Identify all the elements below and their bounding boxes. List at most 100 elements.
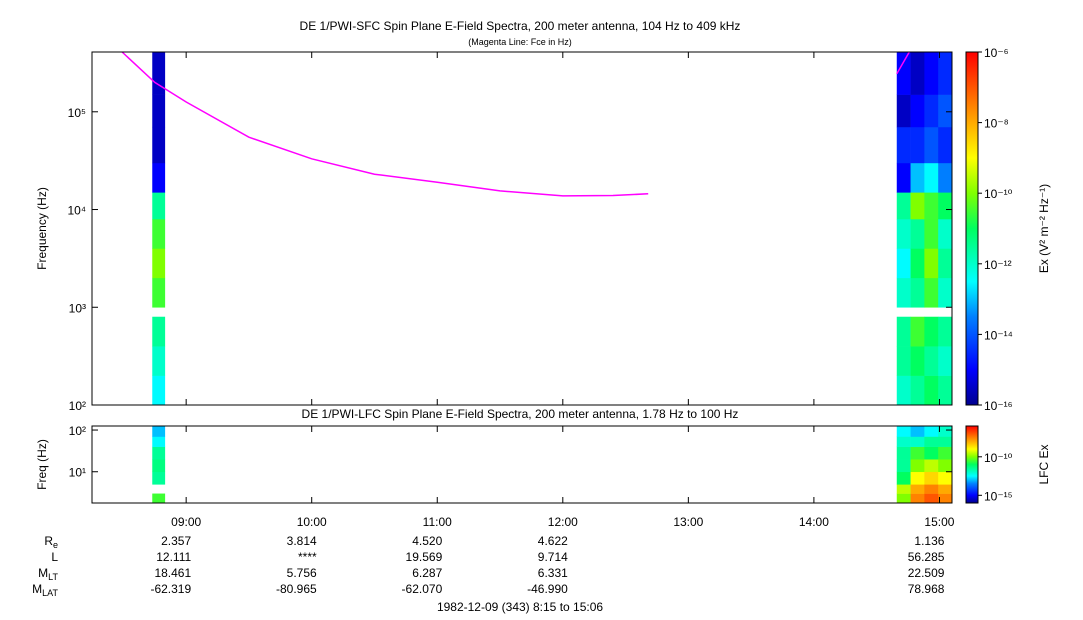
spectrogram-cell [896, 94, 911, 128]
spectrogram-cell [910, 218, 925, 249]
colorbar-tick-label: 10⁻¹⁶ [984, 399, 1013, 413]
spectrogram-cell [938, 248, 953, 279]
spectrogram-cell [896, 52, 911, 95]
spectrogram-cell [910, 346, 925, 376]
colorbar-tick-label: 10⁻⁶ [984, 46, 1009, 60]
spectrogram-cell [938, 162, 953, 193]
y-tick-label: 10⁴ [67, 204, 86, 218]
ephemeris-value: 3.814 [287, 534, 317, 548]
ephemeris-value: -80.965 [276, 582, 317, 596]
spectrogram-cell [152, 316, 166, 347]
ephemeris-value: 19.569 [406, 550, 443, 564]
spectrogram-cell [924, 192, 939, 220]
colorbar-tick-label: 10⁻¹⁰ [984, 451, 1013, 465]
spectrogram-cell [924, 459, 939, 473]
spectrogram-cell [152, 126, 166, 164]
colorbar [965, 425, 979, 504]
spectrogram-cell [924, 52, 939, 95]
spectrogram-cell [910, 493, 925, 504]
colorbar-tick-label: 10⁻¹⁴ [984, 328, 1013, 342]
spectrogram-cell [152, 277, 166, 308]
spectrogram-cell [896, 375, 911, 406]
spectrogram-cell [938, 471, 953, 485]
x-tick-label: 10:00 [297, 515, 327, 529]
spectrogram-cell [910, 94, 925, 128]
row-label-sub: LT [48, 572, 58, 582]
spectrogram-cell [152, 162, 166, 193]
spectrogram-cell [152, 94, 166, 128]
spectrogram-cell [152, 426, 166, 437]
row-label-text: R [44, 534, 53, 548]
spectrogram-cell [896, 162, 911, 193]
ephemeris-value: 22.509 [908, 566, 945, 580]
spectrogram-cell [152, 436, 166, 447]
x-tick-label: 11:00 [423, 515, 452, 529]
row-label: L [51, 550, 58, 564]
row-label-sub: LAT [42, 588, 58, 598]
ephemeris-value: 9.714 [538, 550, 568, 564]
spectrogram-cell [152, 375, 166, 406]
footer: 1982-12-09 (343) 8:15 to 15:06 [437, 600, 603, 614]
spectrogram-cell [896, 248, 911, 279]
spectrogram-cell [910, 248, 925, 279]
spectrogram-cell [924, 316, 939, 347]
ephemeris-value: 12.111 [156, 550, 191, 564]
spectrogram-cell [152, 218, 166, 249]
y-tick-label: 10² [69, 399, 86, 413]
y-tick-label: 10¹ [69, 466, 86, 480]
spectrogram-cell [924, 218, 939, 249]
colorbar-tick-label: 10⁻⁸ [984, 117, 1009, 131]
spectrogram-cell [924, 126, 939, 164]
row-label-text: M [32, 582, 42, 596]
spectrogram-cell [924, 375, 939, 406]
ephemeris-value: 1.136 [914, 534, 944, 548]
chart-title: DE 1/PWI-LFC Spin Plane E-Field Spectra,… [302, 407, 739, 421]
spectrogram-cell [938, 218, 953, 249]
spectrogram-cell [896, 471, 911, 485]
ephemeris-value: 56.285 [908, 550, 945, 564]
y-tick-label: 10³ [69, 301, 86, 315]
spectrogram-cell [924, 446, 939, 460]
row-label: MLT [38, 566, 58, 582]
chart-subtitle: (Magenta Line: Fce in Hz) [468, 37, 572, 47]
spectrogram-cell [938, 493, 953, 504]
ephemeris-value: 4.520 [412, 534, 442, 548]
spectrogram-cell [152, 493, 166, 504]
spectrogram-cell [896, 484, 911, 494]
spectrogram-cell [896, 218, 911, 249]
spectrogram-cell [938, 316, 953, 347]
row-label-text: L [51, 550, 58, 564]
spectrogram-cell [938, 436, 953, 447]
spectrogram-cell [938, 484, 953, 494]
row-label-text: M [38, 566, 48, 580]
spectrogram-cell [910, 192, 925, 220]
spectrogram-cell [896, 346, 911, 376]
spectrogram-cell [152, 346, 166, 376]
y-tick-label: 10⁵ [68, 106, 86, 120]
spectrogram-cell [152, 446, 166, 460]
colorbar [965, 51, 979, 406]
spectrogram-cell [896, 192, 911, 220]
spectrogram-cell [924, 426, 939, 437]
ephemeris-value: 4.622 [538, 534, 568, 548]
row-label: MLAT [32, 582, 58, 598]
spectrogram-cell [924, 471, 939, 485]
colorbar-tick-label: 10⁻¹⁰ [984, 187, 1013, 201]
spectrogram-cell [938, 459, 953, 473]
spectrogram-cell [938, 126, 953, 164]
ephemeris-value: **** [298, 550, 317, 564]
row-label-sub: e [53, 540, 58, 550]
y-tick-label: 10² [69, 424, 86, 438]
spectrogram-cell [152, 471, 166, 485]
spectrogram-cell [938, 426, 953, 437]
spectrogram-cell [938, 375, 953, 406]
spectrogram-cell [910, 162, 925, 193]
x-tick-label: 15:00 [924, 515, 954, 529]
colorbar-tick-label: 10⁻¹² [984, 258, 1012, 272]
fce-line [121, 51, 910, 197]
spectrogram-cell [910, 426, 925, 437]
plot-frame [91, 425, 953, 504]
spectrogram-cell [910, 375, 925, 406]
spectrogram-cell [938, 192, 953, 220]
